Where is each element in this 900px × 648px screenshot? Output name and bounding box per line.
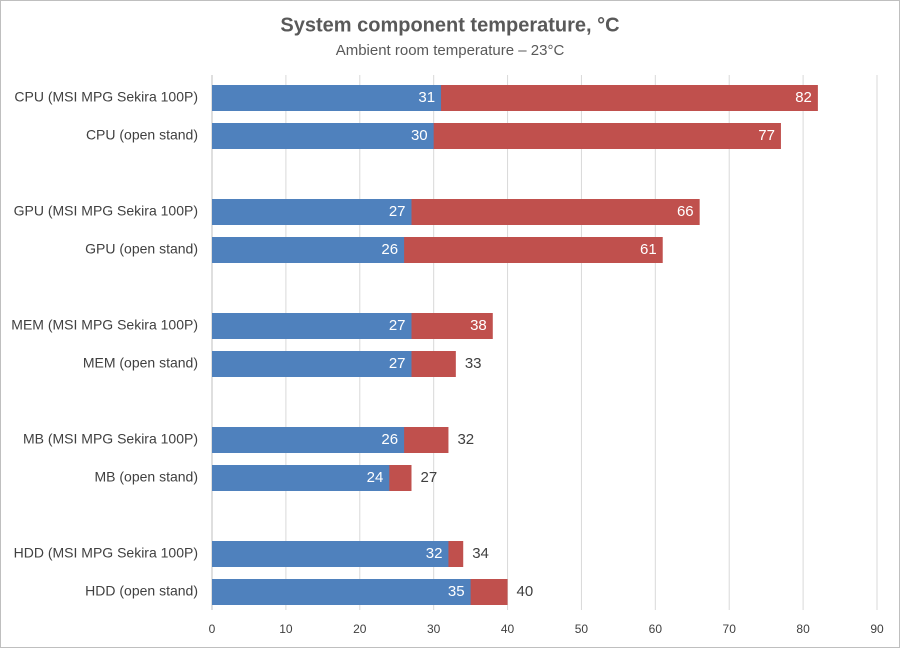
value-label: 38 <box>470 317 487 334</box>
x-tick-label: 80 <box>796 622 810 636</box>
value-label: 32 <box>426 545 443 562</box>
x-tick-label: 30 <box>427 622 441 636</box>
x-tick-label: 90 <box>870 622 884 636</box>
y-tick-label: HDD (MSI MPG Sekira 100P) <box>14 545 198 561</box>
value-label: 27 <box>389 317 406 334</box>
y-tick-label: MEM (open stand) <box>83 355 198 371</box>
value-label: 33 <box>465 355 482 372</box>
value-label: 77 <box>758 127 775 144</box>
x-tick-label: 60 <box>649 622 663 636</box>
chart-title: System component temperature, °C <box>280 14 619 36</box>
bar <box>212 351 412 377</box>
bar <box>212 313 412 339</box>
value-label: 82 <box>795 89 812 106</box>
x-tick-label: 0 <box>209 622 216 636</box>
y-tick-label: MB (open stand) <box>95 469 199 485</box>
bar <box>212 427 405 453</box>
x-tick-label: 50 <box>575 622 589 636</box>
value-label: 30 <box>411 127 428 144</box>
chart-subtitle: Ambient room temperature – 23°C <box>336 42 565 59</box>
value-label: 35 <box>448 583 465 600</box>
y-tick-label: HDD (open stand) <box>85 583 198 599</box>
value-label: 31 <box>418 89 435 106</box>
bar <box>212 237 405 263</box>
y-tick-label: MB (MSI MPG Sekira 100P) <box>23 431 198 447</box>
x-tick-label: 70 <box>723 622 737 636</box>
value-label: 24 <box>367 469 384 486</box>
x-tick-label: 20 <box>353 622 367 636</box>
bar <box>212 541 449 567</box>
bar <box>212 85 442 111</box>
value-label: 27 <box>389 355 406 372</box>
value-label: 26 <box>381 241 398 258</box>
x-tick-label: 40 <box>501 622 515 636</box>
value-label: 27 <box>389 203 406 220</box>
value-label: 61 <box>640 241 657 258</box>
value-label: 27 <box>421 469 438 486</box>
x-tick-label: 10 <box>279 622 293 636</box>
y-tick-label: GPU (MSI MPG Sekira 100P) <box>14 203 198 219</box>
bar <box>212 465 390 491</box>
y-tick-label: MEM (MSI MPG Sekira 100P) <box>11 317 198 333</box>
bar <box>212 199 412 225</box>
y-tick-label: GPU (open stand) <box>85 241 198 257</box>
value-label: 32 <box>457 431 474 448</box>
bar <box>212 579 471 605</box>
y-tick-label: CPU (MSI MPG Sekira 100P) <box>14 89 198 105</box>
value-label: 26 <box>381 431 398 448</box>
y-tick-label: CPU (open stand) <box>86 127 198 143</box>
value-label: 66 <box>677 203 694 220</box>
value-label: 34 <box>472 545 489 562</box>
bar <box>212 123 434 149</box>
value-label: 40 <box>517 583 534 600</box>
